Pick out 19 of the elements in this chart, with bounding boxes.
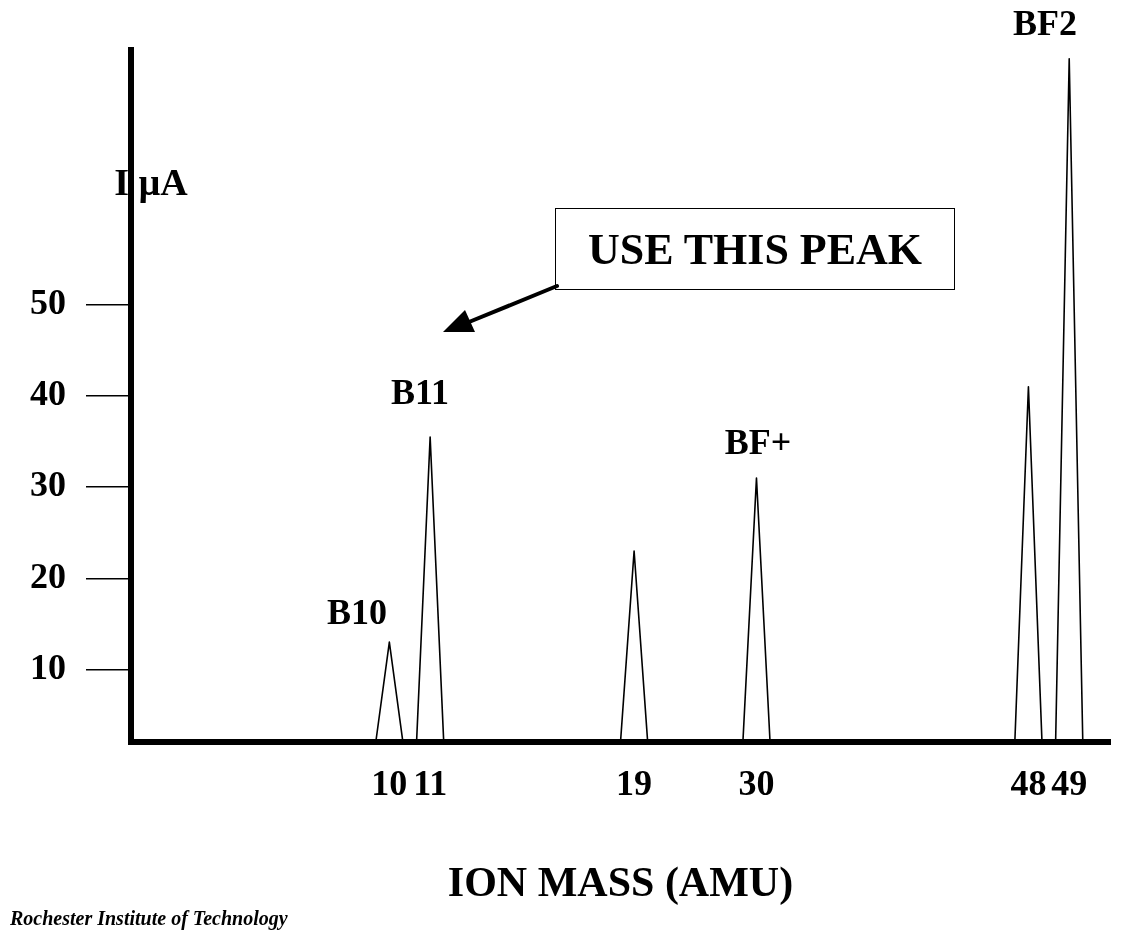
text: Rochester Institute of Technology bbox=[9, 907, 288, 931]
y-axis-title: I µA bbox=[114, 160, 189, 203]
y-tick-label: 50 bbox=[30, 282, 66, 323]
annotation: B11 bbox=[390, 372, 450, 413]
x-tick-label: 30 bbox=[738, 763, 775, 804]
x-tick-label: 48 bbox=[1010, 763, 1047, 804]
y-tick-label: 40 bbox=[30, 373, 66, 414]
x-tick-label: 49 bbox=[1051, 763, 1088, 804]
x-tick-label: 11 bbox=[413, 763, 448, 804]
x-axis-title: ION MASS (AMU) bbox=[447, 858, 794, 906]
annotation: B10 bbox=[326, 592, 388, 633]
x-tick-label: 19 bbox=[616, 763, 653, 804]
y-tick-label: 20 bbox=[30, 555, 66, 596]
y-tick-label: 10 bbox=[30, 646, 66, 687]
text: BF2 bbox=[1012, 3, 1078, 44]
y-tick-label: 30 bbox=[30, 464, 66, 505]
annotation: USE THIS PEAK bbox=[555, 208, 955, 290]
x-tick-label: 10 bbox=[371, 763, 408, 804]
annotation: BF+ bbox=[724, 422, 792, 463]
